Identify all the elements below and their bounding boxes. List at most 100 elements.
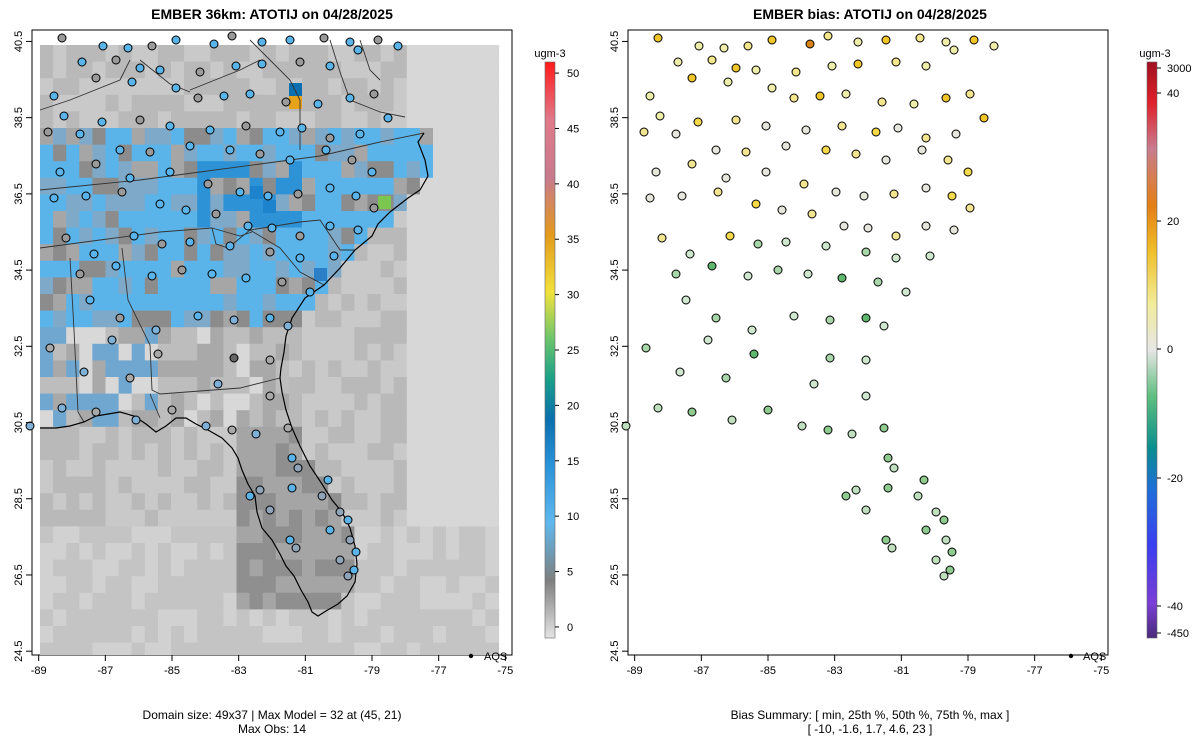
grid-cell [367, 244, 382, 262]
bias-point [677, 191, 687, 201]
grid-cell [210, 543, 224, 561]
monitor-point [319, 33, 329, 43]
grid-cell [223, 576, 238, 594]
monitor-point [283, 423, 293, 433]
grid-cell [367, 277, 382, 295]
monitor-point [255, 149, 265, 159]
grid-cell [393, 61, 408, 79]
grid-cell [236, 327, 251, 345]
grid-cell [105, 294, 120, 312]
grid-cell [393, 576, 408, 594]
grid-cell [433, 476, 447, 494]
grid-cell [433, 460, 447, 478]
monitor-point [287, 483, 297, 493]
monitor-point [75, 269, 85, 279]
grid-cell [184, 642, 198, 655]
grid-cell [171, 543, 185, 561]
bias-point [681, 295, 691, 305]
grid-cell [157, 592, 172, 610]
monitor-point [295, 253, 305, 263]
grid-cell [380, 509, 395, 527]
grid-cell [184, 509, 198, 527]
grid-cell [131, 45, 146, 63]
grid-cell [315, 443, 329, 461]
grid-cell [380, 227, 395, 245]
grid-cell [419, 393, 434, 411]
grid-cell [393, 626, 408, 644]
grid-cell [393, 194, 408, 212]
monitor-point [285, 35, 295, 45]
bias-point [861, 247, 871, 257]
grid-cell [446, 426, 460, 444]
grid-cell [157, 476, 172, 494]
bias-point [753, 239, 763, 249]
monitor-point [295, 57, 305, 67]
grid-cell [367, 626, 382, 644]
grid-cell [380, 128, 395, 146]
grid-cell [105, 78, 120, 96]
grid-cell [223, 177, 238, 195]
grid-cell [210, 327, 224, 345]
grid-cell [79, 576, 93, 594]
grid-cell [223, 626, 238, 644]
grid-cell [157, 426, 172, 444]
bias-point [979, 113, 989, 123]
y-tick-label: 34.5 [609, 259, 621, 280]
monitor-point [275, 127, 285, 137]
grid-cell [79, 642, 93, 655]
monitor-point [129, 231, 139, 241]
monitor-point [373, 35, 383, 45]
grid-cell [197, 144, 211, 162]
grid-cell [288, 410, 303, 428]
bias-point [777, 205, 787, 215]
monitor-point [281, 97, 291, 107]
grid-cell [184, 559, 198, 577]
grid-cell [446, 460, 460, 478]
grid-cell [459, 559, 473, 577]
grid-cell [446, 327, 460, 345]
grid-cell [66, 343, 80, 361]
grid-cell [472, 526, 486, 544]
grid-cell [380, 260, 395, 278]
grid-cell [354, 443, 369, 461]
grid-cell [171, 576, 185, 594]
grid-cell [341, 45, 355, 63]
grid-cell [419, 592, 434, 610]
grid-cell [380, 244, 395, 262]
grid-cell [40, 377, 54, 395]
monitor-point [205, 125, 215, 135]
grid-cell [262, 493, 277, 511]
grid-cell [406, 128, 421, 146]
grid-cell-hot [289, 96, 302, 109]
grid-cell [131, 576, 146, 594]
grid-cell [393, 211, 408, 229]
grid-cell [419, 642, 434, 655]
grid-cell [485, 509, 500, 527]
grid-cell [341, 343, 355, 361]
bias-point [941, 535, 951, 545]
grid-cell [459, 609, 473, 627]
grid-cell [419, 460, 434, 478]
grid-cell [341, 410, 355, 428]
bias-point [939, 515, 949, 525]
colorbar-tick-label: 35 [567, 234, 579, 246]
grid-cell [236, 543, 251, 561]
grid-cell [144, 476, 159, 494]
grid-cell [236, 343, 251, 361]
grid-cell [275, 543, 290, 561]
grid-cell [485, 559, 500, 577]
bias-point [861, 313, 871, 323]
grid-cell [105, 377, 120, 395]
monitor-point [227, 31, 237, 41]
grid-cell [406, 78, 421, 96]
grid-cell [144, 410, 159, 428]
grid-cell [40, 327, 54, 345]
x-tick-label: -89 [31, 665, 47, 677]
grid-cell [302, 626, 316, 644]
grid-cell [40, 443, 54, 461]
grid-cell [275, 642, 290, 655]
grid-cell [380, 393, 395, 411]
grid-cell [302, 343, 316, 361]
grid-cell [485, 194, 500, 212]
monitor-point [367, 167, 377, 177]
